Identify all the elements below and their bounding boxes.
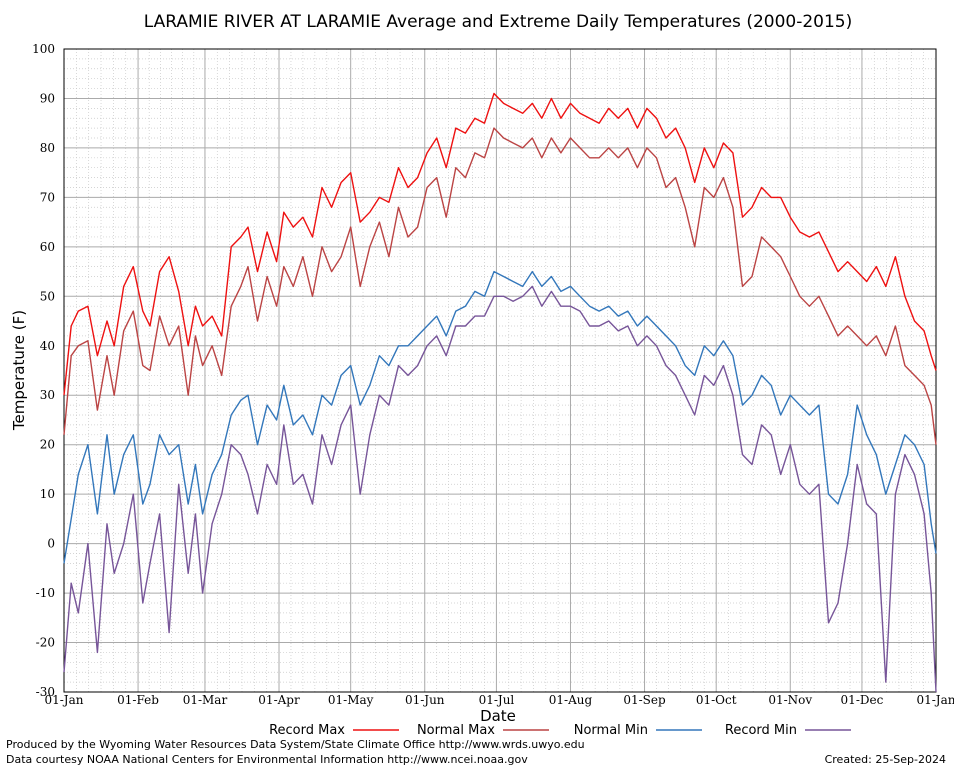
y-tick-label: 0 (47, 537, 55, 551)
legend-label: Record Min (725, 723, 797, 738)
series-line-normal-min (63, 270, 937, 564)
y-tick-label: 100 (32, 42, 55, 56)
legend-label: Record Max (269, 723, 345, 738)
x-tick-label: 01-Nov (768, 693, 812, 707)
minor-gridlines (64, 49, 936, 692)
legend: Record Max Normal Max Normal Min Record Min (269, 723, 851, 738)
footer-data-courtesy: Data courtesy NOAA National Centers for … (6, 753, 528, 766)
y-tick-label: 50 (40, 289, 55, 303)
legend-label: Normal Max (417, 723, 495, 738)
y-tick-label: 90 (40, 91, 55, 105)
y-tick-label: 70 (40, 190, 55, 204)
x-tick-label: 01-Dec (841, 693, 884, 707)
y-tick-label: 60 (40, 240, 55, 254)
x-tick-label: 01-Jun (405, 693, 445, 707)
x-tick-label: 01-Jan (44, 693, 83, 707)
series-line-normal-max (63, 127, 937, 445)
y-axis-label: Temperature (F) (10, 310, 28, 431)
y-tick-label: 40 (40, 339, 55, 353)
x-tick-label: 01-Oct (696, 693, 737, 707)
y-tick-label: -10 (36, 586, 55, 600)
x-tick-label: 01-Aug (549, 693, 593, 707)
y-tick-label: 80 (40, 141, 55, 155)
x-tick-label: 01-Sep (623, 693, 666, 707)
y-tick-label: 30 (40, 388, 55, 402)
x-tick-label: 01-Feb (117, 693, 159, 707)
y-tick-label: 10 (40, 487, 55, 501)
y-axis-ticks: -30 -20 -10 0 10 20 30 40 50 60 70 80 90 100 (32, 42, 55, 699)
footer-created: Created: 25-Sep-2024 (825, 753, 946, 766)
y-tick-label: -20 (36, 636, 55, 650)
x-tick-label: 01-Mar (183, 693, 228, 707)
x-axis-ticks: 01-Jan 01-Feb 01-Mar 01-Apr 01-May 01-Jun 01-J… (44, 693, 954, 707)
series-line-record-min (63, 285, 937, 693)
major-gridlines (63, 48, 937, 693)
x-tick-label: 01-Jul (479, 693, 515, 707)
x-axis-label: Date (480, 707, 516, 725)
series-line-record-max (63, 92, 937, 396)
chart-title: LARAMIE RIVER AT LARAMIE Average and Ext… (144, 12, 853, 32)
y-tick-label: 20 (40, 438, 55, 452)
plot-frame (63, 48, 937, 693)
x-tick-label: 01-May (328, 693, 374, 707)
x-tick-label: 01-Apr (258, 693, 300, 707)
footer-produced-by: Produced by the Wyoming Water Resources … (6, 738, 585, 751)
legend-label: Normal Min (574, 723, 648, 738)
series-lines (63, 92, 937, 693)
x-tick-label: 01-Jan (916, 693, 954, 707)
y-tick-label: -30 (36, 685, 55, 699)
